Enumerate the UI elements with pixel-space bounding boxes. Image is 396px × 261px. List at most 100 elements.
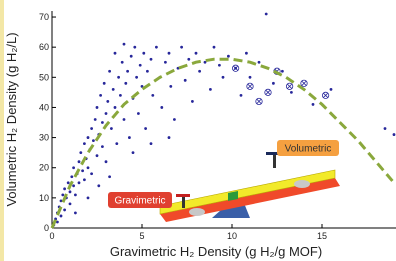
point — [61, 193, 64, 196]
point — [124, 82, 127, 85]
point — [290, 91, 293, 94]
marker-cross — [287, 84, 291, 88]
plank-bottom — [160, 178, 340, 222]
point — [97, 184, 100, 187]
point — [227, 55, 230, 58]
y-tick-label: 20 — [39, 163, 49, 173]
y-tick-label: 10 — [39, 193, 49, 203]
point — [151, 94, 154, 97]
point — [101, 121, 104, 124]
marker-cross — [302, 81, 306, 85]
point — [99, 94, 102, 97]
circled-x-point — [247, 83, 253, 89]
point — [87, 136, 90, 139]
seat-right — [294, 180, 310, 188]
point — [132, 151, 135, 154]
point — [106, 100, 109, 103]
y-tick-label: 0 — [44, 223, 49, 233]
point — [63, 187, 66, 190]
point — [330, 88, 333, 91]
point — [272, 82, 275, 85]
x-tick-label: 0 — [49, 231, 54, 241]
point — [135, 76, 138, 79]
point — [265, 13, 268, 16]
point — [249, 76, 252, 79]
point — [101, 145, 104, 148]
point — [187, 58, 190, 61]
point — [114, 52, 117, 55]
point — [144, 127, 147, 130]
marker-cross — [233, 66, 237, 70]
page: {"chart_data": { "type": "scatter", "xla… — [0, 0, 396, 261]
x-tick-label: 5 — [139, 231, 144, 241]
x-axis-title: Gravimetric H₂ Density (g H₂/g MOF) — [110, 244, 322, 259]
point — [180, 46, 183, 49]
point — [209, 88, 212, 91]
point — [139, 64, 142, 67]
circled-x-point — [256, 98, 262, 104]
point — [78, 181, 81, 184]
point — [155, 46, 158, 49]
point — [70, 175, 73, 178]
point — [92, 139, 95, 142]
seat-left — [189, 208, 205, 216]
point — [103, 82, 106, 85]
point — [81, 169, 84, 172]
point — [96, 106, 99, 109]
point — [218, 64, 221, 67]
point — [123, 43, 126, 46]
circled-x-point — [322, 92, 328, 98]
y-tick-label: 70 — [39, 12, 49, 22]
point — [150, 58, 153, 61]
point — [258, 61, 261, 64]
point — [69, 190, 72, 193]
point — [312, 103, 315, 106]
y-axis-title: Volumetric H₂ Density (g H₂/L) — [4, 32, 19, 206]
point — [384, 127, 387, 130]
annotation: Volumetric — [285, 144, 332, 155]
marker-cross — [248, 84, 252, 88]
point — [198, 70, 201, 73]
point — [160, 106, 163, 109]
x-tick-label: 15 — [317, 231, 327, 241]
point — [128, 136, 131, 139]
seesaw-illustration: Gravimetric Volumetric — [108, 140, 340, 222]
point — [105, 160, 108, 163]
point — [90, 127, 93, 130]
point — [115, 142, 118, 145]
point — [94, 118, 97, 121]
point — [169, 85, 172, 88]
point — [90, 172, 93, 175]
handle-right — [273, 154, 276, 168]
point — [112, 88, 115, 91]
annotation: Gravimetric — [114, 196, 165, 207]
point — [168, 52, 171, 55]
y-tick-label: 40 — [39, 102, 49, 112]
point — [79, 151, 82, 154]
point — [119, 94, 122, 97]
y-tick-label: 60 — [39, 42, 49, 52]
point — [191, 100, 194, 103]
x-tick-label: 10 — [227, 231, 237, 241]
point — [168, 136, 171, 139]
marker-cross — [323, 93, 327, 97]
point — [173, 118, 176, 121]
point — [150, 142, 153, 145]
point — [74, 212, 77, 215]
point — [63, 209, 66, 212]
y-tick-label: 30 — [39, 133, 49, 143]
point — [83, 142, 86, 145]
point — [87, 196, 90, 199]
circled-x-point — [232, 65, 238, 71]
point — [108, 175, 111, 178]
handle-left-top — [176, 194, 190, 197]
point — [67, 181, 70, 184]
point — [72, 184, 75, 187]
point — [184, 79, 187, 82]
point — [117, 76, 120, 79]
point — [72, 166, 75, 169]
point — [281, 70, 284, 73]
point — [96, 154, 99, 157]
point — [60, 215, 63, 218]
